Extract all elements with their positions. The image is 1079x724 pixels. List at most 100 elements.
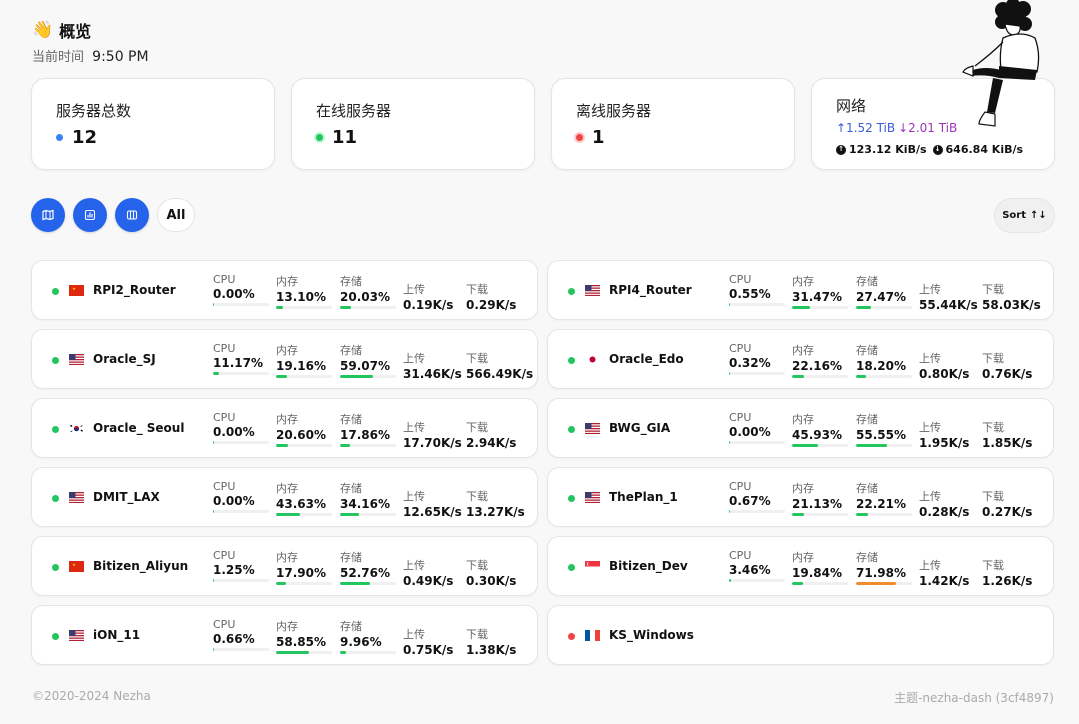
metric-mem-bar xyxy=(276,651,332,654)
metric-disk-label: 存储 xyxy=(340,275,362,288)
metric-mem-value: 31.47% xyxy=(792,290,842,304)
metric-down-value: 1.85K/s xyxy=(982,436,1033,450)
server-card-dmit-lax[interactable]: DMIT_LAX CPU 0.00% 内存 43.63% 存储 34.16% 上传 12.65K… xyxy=(31,467,538,527)
server-card-oracle-seoul[interactable]: Oracle_ Seoul CPU 0.00% 内存 20.60% 存储 17.86% 上传 1… xyxy=(31,398,538,458)
metric-mem-value: 21.13% xyxy=(792,497,842,511)
metric-disk-value: 27.47% xyxy=(856,290,906,304)
metric-cpu: CPU 0.00% xyxy=(213,411,269,444)
server-card-rpi4-router[interactable]: RPI4_Router CPU 0.55% 内存 31.47% 存储 27.47% 上传 55.… xyxy=(547,260,1054,320)
metric-mem: 内存 19.84% xyxy=(792,549,848,585)
metric-down-label: 下载 xyxy=(982,421,1004,434)
metric-cpu-bar xyxy=(729,372,785,375)
metric-disk-bar xyxy=(340,582,396,585)
total-servers-card: 服务器总数 12 xyxy=(31,78,275,170)
metric-cpu-value: 3.46% xyxy=(729,563,771,577)
total-status-dot xyxy=(56,134,63,141)
metric-disk-bar-fill xyxy=(340,651,346,654)
metric-cpu: CPU 0.00% xyxy=(213,480,269,513)
metric-mem-value: 19.84% xyxy=(792,566,842,580)
metric-cpu-bar-fill xyxy=(213,510,214,513)
filter-all-button[interactable]: All xyxy=(157,198,195,232)
metric-up-value: 31.46K/s xyxy=(403,367,462,381)
online-servers-value: 11 xyxy=(332,127,358,148)
metric-disk-label: 存储 xyxy=(856,344,878,357)
metric-mem-bar-fill xyxy=(276,513,301,516)
metric-cpu-label: CPU xyxy=(213,480,236,493)
server-card-bwg-gia[interactable]: BWG_GIA CPU 0.00% 内存 45.93% 存储 55.55% 上传 1.95K/s… xyxy=(547,398,1054,458)
metric-cpu-label: CPU xyxy=(213,618,236,631)
server-card-oracle-edo[interactable]: Oracle_Edo CPU 0.32% 内存 22.16% 存储 18.20% 上传 0.80… xyxy=(547,329,1054,389)
metric-cpu-bar xyxy=(213,510,269,513)
metric-mem-bar-fill xyxy=(276,444,288,447)
metric-up-label: 上传 xyxy=(919,559,941,572)
chart-view-button[interactable] xyxy=(73,198,107,232)
sort-button[interactable]: Sort ↑↓ xyxy=(994,198,1055,233)
offline-servers-card[interactable]: 离线服务器 1 xyxy=(551,78,795,170)
metric-mem-bar-fill xyxy=(792,444,818,447)
server-card-rpi2-router[interactable]: ★ RPI2_Router CPU 0.00% 内存 13.10% 存储 20.03% 上传 0.… xyxy=(31,260,538,320)
metric-mem: 内存 45.93% xyxy=(792,411,848,447)
column-view-button[interactable] xyxy=(115,198,149,232)
metric-down: 下载 13.27K/s xyxy=(466,488,525,519)
metric-cpu-value: 0.00% xyxy=(213,287,255,301)
metric-disk-bar xyxy=(856,513,912,516)
metric-cpu-bar-fill xyxy=(729,441,730,444)
metric-mem-value: 19.16% xyxy=(276,359,326,373)
metric-up: 上传 0.19K/s xyxy=(403,281,453,312)
server-card-ks-windows[interactable]: KS_Windows xyxy=(547,605,1054,665)
metric-disk-value: 52.76% xyxy=(340,566,390,580)
metric-disk-bar xyxy=(856,582,912,585)
server-card-ion-11[interactable]: iON_11 CPU 0.66% 内存 58.85% 存储 9.96% 上传 0.75K/s 下载… xyxy=(31,605,538,665)
metric-up: 上传 0.80K/s xyxy=(919,350,969,381)
metric-mem-value: 45.93% xyxy=(792,428,842,442)
metric-mem: 内存 43.63% xyxy=(276,480,332,516)
metric-down-value: 1.26K/s xyxy=(982,574,1033,588)
server-card-theplan-1[interactable]: ThePlan_1 CPU 0.67% 内存 21.13% 存储 22.21% 上传 0.28K… xyxy=(547,467,1054,527)
total-servers-value-row: 12 xyxy=(56,127,97,148)
metric-mem-label: 内存 xyxy=(276,482,298,495)
server-status-dot xyxy=(52,633,59,640)
metric-cpu: CPU 0.00% xyxy=(729,411,785,444)
map-view-button[interactable] xyxy=(31,198,65,232)
metric-up-value: 55.44K/s xyxy=(919,298,978,312)
server-status-dot xyxy=(568,357,575,364)
server-card-bitizen-aliyun[interactable]: ★ Bitizen_Aliyun CPU 1.25% 内存 17.90% 存储 52.76% 上… xyxy=(31,536,538,596)
server-status-dot xyxy=(52,426,59,433)
metric-cpu-value: 0.55% xyxy=(729,287,771,301)
metric-cpu-bar xyxy=(213,303,269,306)
flag-fr-icon xyxy=(585,630,600,641)
metric-down-value: 58.03K/s xyxy=(982,298,1041,312)
metric-mem-value: 58.85% xyxy=(276,635,326,649)
download-arrow-icon: ↓ xyxy=(932,144,943,155)
online-servers-card[interactable]: 在线服务器 11 xyxy=(291,78,535,170)
metric-up-value: 1.95K/s xyxy=(919,436,970,450)
metric-mem-bar xyxy=(792,375,848,378)
view-toolbar: All xyxy=(31,198,195,232)
metric-mem: 内存 19.16% xyxy=(276,342,332,378)
metric-disk: 存储 52.76% xyxy=(340,549,396,585)
metric-disk-value: 59.07% xyxy=(340,359,390,373)
server-name: Bitizen_Dev xyxy=(609,559,688,573)
metric-down-value: 0.29K/s xyxy=(466,298,517,312)
metric-mem-value: 20.60% xyxy=(276,428,326,442)
time-label: 当前时间 xyxy=(32,50,85,65)
metric-up-label: 上传 xyxy=(403,421,425,434)
speed-down: 646.84 KiB/s xyxy=(945,143,1024,156)
metric-cpu-value: 1.25% xyxy=(213,563,255,577)
metric-down-value: 1.38K/s xyxy=(466,643,517,657)
metric-down: 下载 0.27K/s xyxy=(982,488,1032,519)
current-time: 当前时间 9:50 PM xyxy=(32,46,149,65)
metric-cpu-label: CPU xyxy=(213,549,236,562)
metric-cpu-bar xyxy=(729,510,785,513)
metric-mem-bar xyxy=(276,513,332,516)
footer-theme[interactable]: 主题-nezha-dash (3cf4897) xyxy=(894,691,1054,705)
metric-cpu: CPU 0.55% xyxy=(729,273,785,306)
metric-disk-label: 存储 xyxy=(340,551,362,564)
metric-up: 上传 1.95K/s xyxy=(919,419,969,450)
metric-mem-bar-fill xyxy=(792,306,810,309)
server-card-bitizen-dev[interactable]: Bitizen_Dev CPU 3.46% 内存 19.84% 存储 71.98% 上传 1.4… xyxy=(547,536,1054,596)
metric-cpu-bar-fill xyxy=(729,303,730,306)
server-card-oracle-sj[interactable]: Oracle_SJ CPU 11.17% 内存 19.16% 存储 59.07% 上传 31.4… xyxy=(31,329,538,389)
metric-up-value: 0.28K/s xyxy=(919,505,970,519)
metric-down-label: 下载 xyxy=(466,421,488,434)
